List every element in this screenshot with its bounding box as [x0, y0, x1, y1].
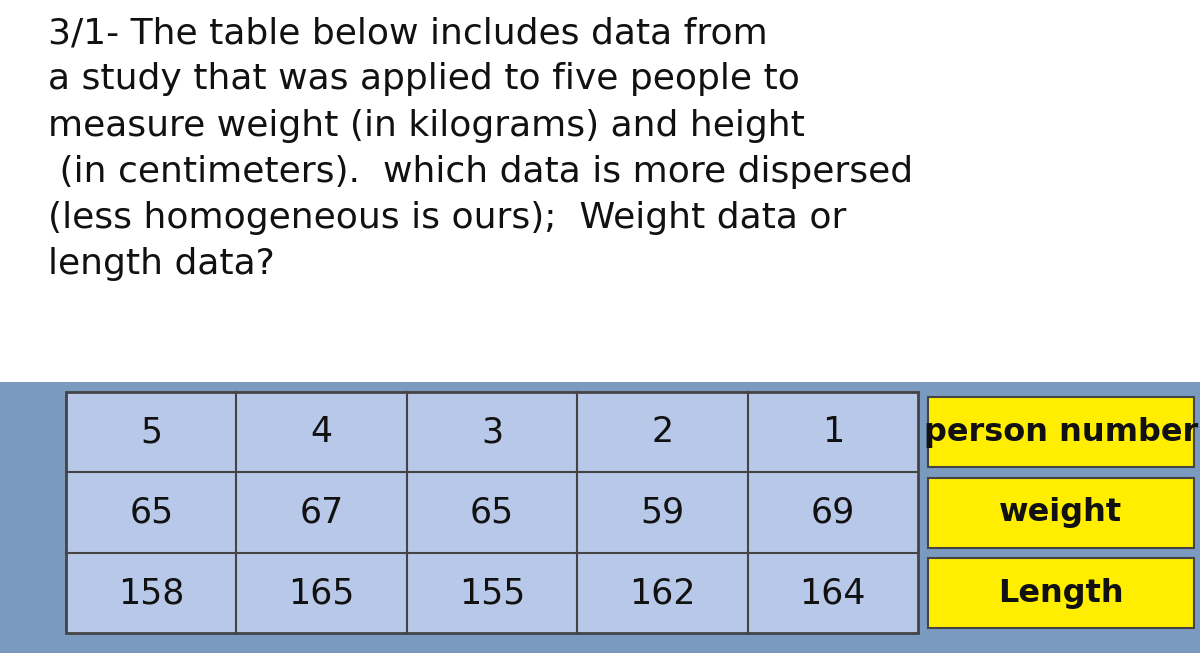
Text: 3/1- The table below includes data from
a study that was applied to five people : 3/1- The table below includes data from …	[48, 16, 913, 281]
FancyBboxPatch shape	[928, 558, 1194, 628]
Text: 5: 5	[140, 415, 162, 449]
Text: 164: 164	[799, 576, 866, 610]
Text: 165: 165	[288, 576, 355, 610]
Text: 65: 65	[130, 496, 173, 530]
Text: 3: 3	[481, 415, 503, 449]
Text: 4: 4	[311, 415, 332, 449]
Text: 67: 67	[300, 496, 343, 530]
Text: 155: 155	[458, 576, 526, 610]
FancyBboxPatch shape	[928, 397, 1194, 467]
FancyBboxPatch shape	[928, 477, 1194, 548]
Text: 59: 59	[641, 496, 684, 530]
Text: person number: person number	[924, 417, 1198, 447]
FancyBboxPatch shape	[66, 392, 918, 633]
Text: 158: 158	[118, 576, 185, 610]
Text: Length: Length	[998, 578, 1123, 609]
Text: 2: 2	[652, 415, 673, 449]
FancyBboxPatch shape	[0, 0, 1200, 382]
Text: 69: 69	[811, 496, 854, 530]
Text: weight: weight	[1000, 497, 1122, 528]
Text: 162: 162	[629, 576, 696, 610]
Text: 65: 65	[470, 496, 514, 530]
Text: 1: 1	[822, 415, 844, 449]
